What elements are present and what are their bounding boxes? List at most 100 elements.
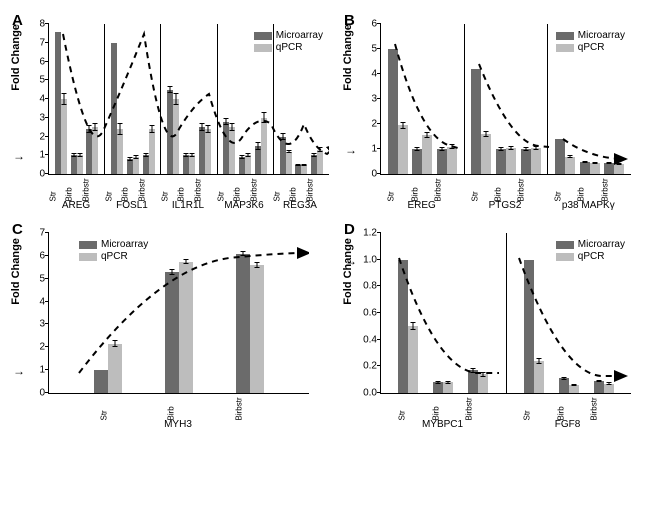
y-tick-label: 4 xyxy=(29,94,45,105)
legend-label: Microarray xyxy=(101,239,148,250)
condition-pair xyxy=(524,260,544,393)
condition-label: Birbstr xyxy=(234,411,257,421)
plot-area: 01234567→MicroarrayqPCR xyxy=(48,233,309,394)
bar-microarray xyxy=(496,149,506,174)
y-tick-label: 3 xyxy=(361,94,377,105)
error-bar xyxy=(441,147,442,151)
y-tick-label: 0.0 xyxy=(361,388,377,399)
bar-qpcr xyxy=(92,127,98,174)
condition-label: Str xyxy=(387,192,410,202)
bar-qpcr xyxy=(261,118,267,174)
x-group: StrBirbBirbstrMYBPC1 xyxy=(380,394,505,430)
y-tick-label: 6 xyxy=(29,250,45,261)
bar-qpcr xyxy=(478,374,488,393)
legend-label: Microarray xyxy=(276,30,323,41)
condition-pair xyxy=(111,43,123,174)
condition-pair xyxy=(521,148,541,174)
bar-microarray xyxy=(94,370,108,393)
condition-pair xyxy=(127,157,139,174)
y-tick-label: 6 xyxy=(29,56,45,67)
plot-area: 012345678→MicroarrayqPCR xyxy=(48,24,329,175)
condition-label: Str xyxy=(470,192,493,202)
y-tick-label: 1.0 xyxy=(361,254,377,265)
condition-pair xyxy=(199,127,211,174)
gene-group xyxy=(161,24,217,174)
error-bar xyxy=(288,150,289,154)
y-tick-label: 0.2 xyxy=(361,361,377,372)
condition-pair xyxy=(236,254,264,393)
error-bar xyxy=(510,146,511,150)
gene-label: FGF8 xyxy=(555,419,581,430)
bar-microarray xyxy=(604,163,614,174)
y-axis-label: Fold Change xyxy=(10,24,22,91)
error-bar xyxy=(584,161,585,163)
gene-label: FOSL1 xyxy=(116,200,148,211)
bar-microarray xyxy=(471,69,481,174)
y-tick-label: 5 xyxy=(29,273,45,284)
error-bar xyxy=(192,153,193,157)
condition-label: Str xyxy=(522,411,545,421)
legend-label: qPCR xyxy=(276,42,303,53)
bar-microarray xyxy=(236,254,250,393)
error-bar xyxy=(451,144,452,149)
legend-swatch xyxy=(556,241,574,249)
error-bar xyxy=(573,384,574,387)
condition-pair xyxy=(388,49,408,174)
baseline-arrow-icon: → xyxy=(13,364,25,378)
error-bar xyxy=(448,381,449,384)
baseline-arrow-icon: → xyxy=(345,254,357,268)
error-bar xyxy=(242,155,243,159)
error-bar xyxy=(243,251,244,256)
x-group: StrBirbBirbstrFOSL1 xyxy=(104,175,160,211)
y-tick-label: 0 xyxy=(361,169,377,180)
bar-qpcr xyxy=(614,164,624,174)
bar-microarray xyxy=(555,139,565,174)
error-bar xyxy=(486,131,487,137)
x-group: StrBirbBirbstrPTGS2 xyxy=(463,175,546,211)
gene-group xyxy=(105,24,161,174)
y-tick-label: 2 xyxy=(29,342,45,353)
x-labels: StrBirbBirbstrMYH3 xyxy=(48,394,308,430)
error-bar xyxy=(304,164,305,166)
error-bar xyxy=(176,93,177,104)
legend-swatch xyxy=(556,253,574,261)
error-bar xyxy=(145,153,146,157)
y-tick-label: 4 xyxy=(361,69,377,80)
error-bar xyxy=(73,153,74,157)
condition-pair xyxy=(311,150,323,174)
chart-area: Fold Change012345678→MicroarrayqPCRStrBi… xyxy=(48,24,330,211)
gene-label: REG3A xyxy=(283,200,317,211)
y-tick-label: 4 xyxy=(29,296,45,307)
condition-pair xyxy=(580,162,600,175)
legend: MicroarrayqPCR xyxy=(556,239,625,262)
condition-label: Birbstr xyxy=(590,411,613,421)
condition-label: Birbstr xyxy=(305,192,328,202)
error-bar xyxy=(525,147,526,151)
legend: MicroarrayqPCR xyxy=(254,30,323,53)
legend-item: qPCR xyxy=(556,251,625,262)
bar-microarray xyxy=(468,370,478,393)
bar-qpcr xyxy=(286,152,292,175)
bar-qpcr xyxy=(108,344,122,393)
bar-qpcr xyxy=(534,361,544,393)
panel-a: AFold Change012345678→MicroarrayqPCRStrB… xyxy=(10,10,330,211)
condition-label: Birb xyxy=(556,411,579,421)
baseline-arrow-icon: → xyxy=(345,143,357,157)
bar-qpcr xyxy=(398,125,408,174)
legend-item: qPCR xyxy=(556,42,625,53)
bar-qpcr xyxy=(133,157,139,174)
bar-qpcr xyxy=(317,150,323,174)
error-bar xyxy=(608,382,609,385)
bar-qpcr xyxy=(301,165,307,174)
condition-pair xyxy=(255,118,267,174)
condition-pair xyxy=(86,127,98,174)
condition-pair xyxy=(71,155,83,174)
x-group: StrBirbBirbstrIL1R1L xyxy=(160,175,216,211)
panel-b: BFold Change0123456→MicroarrayqPCRStrBir… xyxy=(342,10,662,211)
error-bar xyxy=(538,358,539,363)
bar-microarray xyxy=(165,272,179,393)
error-bar xyxy=(207,125,208,133)
condition-pair xyxy=(183,155,195,174)
y-axis-label: Fold Change xyxy=(10,238,22,305)
gene-label: MYH3 xyxy=(164,419,192,430)
